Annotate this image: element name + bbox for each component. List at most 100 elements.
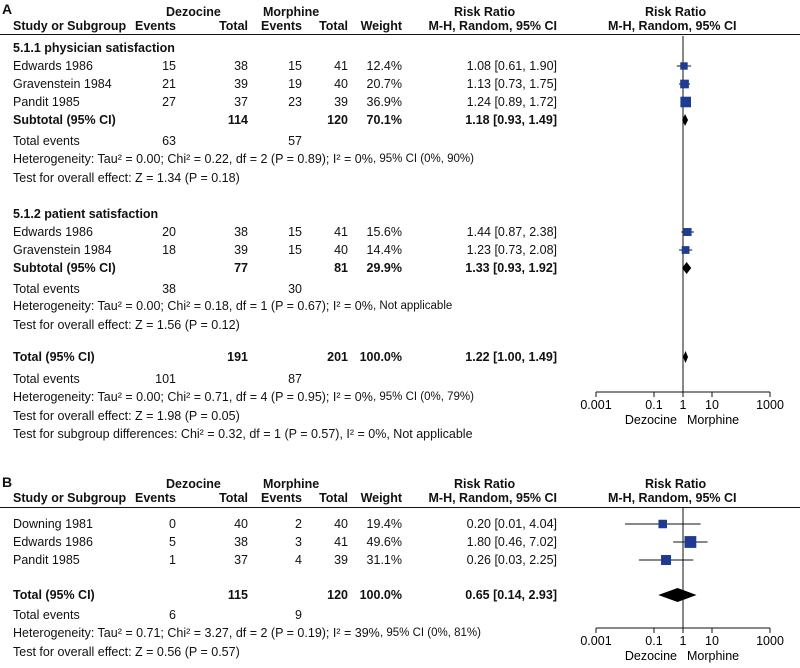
weight: 36.9%: [366, 95, 402, 109]
study-name: Gravenstein 1984: [13, 243, 112, 257]
study-name: Downing 1981: [13, 517, 93, 531]
plot-risk-ratio-header: Risk Ratio: [645, 477, 707, 491]
pooled-diamond: [682, 114, 689, 126]
risk-ratio-ci: 1.24 [0.89, 1.72]: [466, 95, 557, 109]
risk-ratio-ci: 1.44 [0.87, 2.38]: [466, 225, 557, 239]
events-morphine: 15: [288, 59, 302, 73]
total-events-dezocine: 63: [162, 134, 176, 148]
total-morphine: 39: [334, 553, 348, 567]
study-header: Study or Subgroup: [13, 19, 127, 33]
total-events-label: Total events: [13, 134, 80, 148]
weight-header: Weight: [360, 491, 402, 505]
weight: 29.9%: [366, 261, 402, 275]
weight: 100.0%: [359, 588, 402, 602]
panel-label-b: B: [2, 474, 13, 490]
x-tick-label: 0.1: [645, 398, 662, 412]
risk-ratio-ci: 0.26 [0.03, 2.25]: [466, 553, 557, 567]
total-morphine: 40: [334, 77, 348, 91]
total-dezocine: 114: [227, 113, 248, 127]
study-name: Pandit 1985: [13, 553, 80, 567]
risk-ratio-ci: 1.80 [0.46, 7.02]: [466, 535, 557, 549]
heterogeneity-text: Heterogeneity: Tau² = 0.71; Chi² = 3.27,…: [13, 626, 380, 640]
events-morphine: 15: [288, 225, 302, 239]
total-dezocine: 39: [234, 77, 248, 91]
group-header-morphine: Morphine: [263, 477, 320, 491]
axis-label-dezocine: Dezocine: [625, 649, 677, 663]
heterogeneity-text: Heterogeneity: Tau² = 0.00; Chi² = 0.71,…: [13, 390, 373, 404]
weight: 12.4%: [366, 59, 402, 73]
total-morphine: 40: [334, 517, 348, 531]
total-morphine: 120: [327, 588, 348, 602]
total-header: Total: [319, 19, 348, 33]
total-dezocine: 39: [234, 243, 248, 257]
heterogeneity-ci: , 95% CI (0%, 90%): [373, 153, 474, 165]
total-dezocine: 191: [227, 350, 248, 364]
total-morphine: 39: [334, 95, 348, 109]
events-dezocine: 15: [162, 59, 176, 73]
overall-effect-text: Test for overall effect: Z = 1.34 (P = 0…: [13, 171, 240, 185]
axis-label-morphine: Morphine: [687, 413, 739, 427]
total-dezocine: 38: [234, 225, 248, 239]
total-events-morphine: 57: [288, 134, 302, 148]
total-header: Total: [219, 491, 248, 505]
events-dezocine: 1: [169, 553, 176, 567]
axis-label-dezocine: Dezocine: [625, 413, 677, 427]
subgroup-title: 5.1.2 patient satisfaction: [13, 207, 159, 221]
risk-ratio-ci: 1.23 [0.73, 2.08]: [466, 243, 557, 257]
total-morphine: 41: [334, 535, 348, 549]
x-tick-label: 1: [680, 634, 687, 648]
pooled-diamond: [682, 262, 692, 274]
total-dezocine: 38: [234, 59, 248, 73]
total-events-label: Total events: [13, 372, 80, 386]
x-tick-label: 0.001: [580, 398, 611, 412]
study-marker-square: [683, 228, 692, 236]
risk-ratio-ci: 1.33 [0.93, 1.92]: [465, 261, 557, 275]
subgroup-differences-text: Test for subgroup differences: Chi² = 0.…: [13, 427, 473, 441]
total-dezocine: 115: [227, 588, 248, 602]
events-dezocine: 0: [169, 517, 176, 531]
total-events-dezocine: 101: [155, 372, 176, 386]
group-header-dezocine: Dezocine: [166, 5, 221, 19]
weight: 70.1%: [366, 113, 402, 127]
total-morphine: 120: [327, 113, 348, 127]
weight: 15.6%: [366, 225, 402, 239]
total-events-morphine: 30: [288, 282, 302, 296]
events-morphine: 2: [295, 517, 302, 531]
risk-ratio-ci: 0.20 [0.01, 4.04]: [466, 517, 557, 531]
risk-ratio-ci: 0.65 [0.14, 2.93]: [465, 588, 557, 602]
study-marker-square: [681, 246, 690, 254]
risk-ratio-ci: 1.08 [0.61, 1.90]: [466, 59, 557, 73]
heterogeneity-ci: , 95% CI (0%, 79%): [373, 391, 474, 403]
total-morphine: 41: [334, 225, 348, 239]
total-label: Total (95% CI): [13, 350, 95, 364]
panel-label-a: A: [2, 1, 13, 17]
total-header: Total: [319, 491, 348, 505]
header-rule: [0, 507, 800, 508]
total-events-dezocine: 38: [162, 282, 176, 296]
plot-method-header: M-H, Random, 95% CI: [608, 19, 737, 33]
axis-label-morphine: Morphine: [687, 649, 739, 663]
method-header: M-H, Random, 95% CI: [428, 19, 558, 33]
total-events-label: Total events: [13, 608, 80, 622]
x-tick-label: 0.001: [580, 634, 611, 648]
study-marker-square: [658, 519, 667, 529]
overall-effect-text: Test for overall effect: Z = 1.56 (P = 0…: [13, 318, 240, 332]
events-header: Events: [261, 491, 302, 505]
events-dezocine: 18: [162, 243, 176, 257]
weight: 49.6%: [366, 535, 402, 549]
total-dezocine: 40: [234, 517, 248, 531]
study-marker-square: [680, 62, 688, 70]
events-morphine: 15: [288, 243, 302, 257]
events-morphine: 3: [295, 535, 302, 549]
total-dezocine: 37: [234, 95, 248, 109]
weight: 100.0%: [359, 350, 402, 364]
events-morphine: 4: [295, 553, 302, 567]
total-events-dezocine: 6: [169, 608, 176, 622]
x-tick-label: 10: [705, 634, 719, 648]
plot-risk-ratio-header: Risk Ratio: [645, 5, 707, 19]
weight: 31.1%: [366, 553, 402, 567]
events-dezocine: 27: [162, 95, 176, 109]
overall-effect-text: Test for overall effect: Z = 1.98 (P = 0…: [13, 409, 240, 423]
events-dezocine: 20: [162, 225, 176, 239]
study-name: Edwards 1986: [13, 225, 93, 239]
